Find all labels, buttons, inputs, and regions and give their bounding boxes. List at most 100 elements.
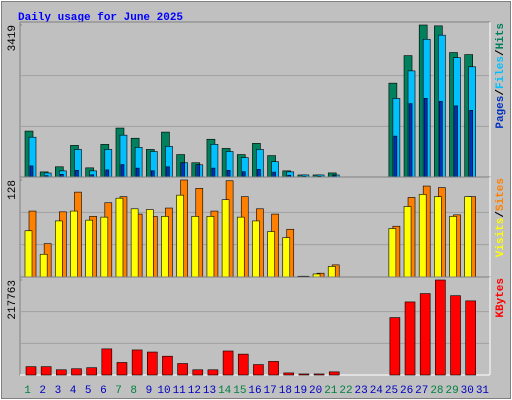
x-tick-label: 5 (85, 385, 92, 397)
x-tick-label: 19 (294, 385, 307, 397)
bar (55, 220, 63, 278)
x-tick-label: 20 (309, 385, 322, 397)
x-tick-label: 10 (157, 385, 170, 397)
bar (298, 373, 310, 376)
bar (423, 98, 428, 178)
bar (70, 210, 78, 278)
bar (145, 209, 154, 278)
bar (86, 367, 97, 376)
bar (150, 170, 155, 178)
bar (196, 164, 201, 178)
legend-separator: / (495, 49, 507, 56)
bar (135, 167, 140, 178)
x-tick-label: 15 (233, 385, 246, 397)
bar (418, 194, 427, 278)
x-tick-label: 31 (476, 385, 490, 397)
bar (116, 362, 128, 376)
x-tick-label: 1 (24, 385, 31, 397)
x-tick-label: 26 (400, 385, 413, 397)
bar (439, 101, 443, 178)
x-tick-label: 9 (146, 385, 153, 397)
bar (206, 216, 215, 278)
bar (146, 351, 158, 376)
x-tick-label: 24 (370, 385, 384, 397)
x-tick-label: 21 (324, 385, 338, 397)
bar (40, 366, 52, 376)
x-tick-label: 29 (445, 385, 458, 397)
bar (283, 372, 295, 376)
bar (404, 301, 416, 376)
x-tick-label: 18 (279, 385, 292, 397)
bar (131, 349, 143, 376)
x-tick-label: 12 (188, 385, 201, 397)
y-tick-label: 128 (7, 180, 19, 200)
x-tick-label: 3 (55, 385, 62, 397)
bar (105, 169, 110, 178)
bar (75, 170, 79, 178)
bar (241, 171, 246, 178)
bar (177, 363, 188, 376)
bar (252, 220, 260, 278)
bar (267, 231, 275, 278)
bar (465, 300, 476, 376)
x-tick-label: 14 (218, 385, 232, 397)
bar (130, 208, 139, 278)
x-tick-label: 28 (430, 385, 443, 397)
bar (434, 196, 442, 278)
legend: KBytes (495, 278, 507, 318)
legend-entry: Hits (495, 23, 507, 49)
x-tick-label: 16 (248, 385, 261, 397)
bar (181, 162, 185, 178)
bar (226, 170, 231, 178)
bar (393, 135, 398, 178)
x-tick-label: 4 (70, 385, 77, 397)
legend-separator: / (495, 211, 507, 218)
bar (408, 103, 413, 178)
legend-separator: / (495, 89, 507, 96)
bar (85, 219, 93, 278)
bar (39, 253, 48, 278)
legend-entry: Files (495, 56, 507, 89)
y-tick-label: 3419 (7, 25, 19, 51)
bar (192, 369, 204, 376)
legend-entry: KBytes (495, 278, 507, 318)
y-tick-label: 217763 (7, 280, 19, 320)
legend-entry: Pages (495, 96, 507, 129)
x-tick-label: 6 (100, 385, 107, 397)
bar (257, 169, 261, 178)
legend: Visits/Sites (495, 178, 507, 257)
bar (327, 266, 336, 278)
bar (419, 293, 431, 376)
x-tick-label: 11 (173, 385, 187, 397)
bar (435, 279, 446, 376)
x-tick-label: 22 (339, 385, 352, 397)
bar (100, 216, 109, 278)
x-tick-label: 13 (203, 385, 216, 397)
bar (272, 171, 276, 178)
bar (328, 371, 340, 376)
bar (454, 105, 458, 178)
bar (464, 196, 472, 278)
bar (101, 348, 113, 376)
bar (449, 216, 457, 278)
bar (268, 361, 279, 376)
bar (25, 366, 37, 376)
bar (162, 355, 173, 376)
legend-entry: Sites (495, 178, 507, 211)
bar (222, 350, 234, 376)
bar (24, 230, 33, 278)
bar (56, 369, 67, 376)
bar (236, 216, 245, 278)
bar (221, 199, 230, 278)
bar (403, 206, 412, 278)
bar (29, 165, 34, 178)
bar (207, 369, 219, 376)
bar (161, 216, 169, 278)
x-tick-label: 27 (415, 385, 428, 397)
x-tick-label: 2 (39, 385, 46, 397)
x-tick-label: 23 (355, 385, 368, 397)
bar (313, 373, 325, 376)
x-tick-label: 7 (115, 385, 122, 397)
